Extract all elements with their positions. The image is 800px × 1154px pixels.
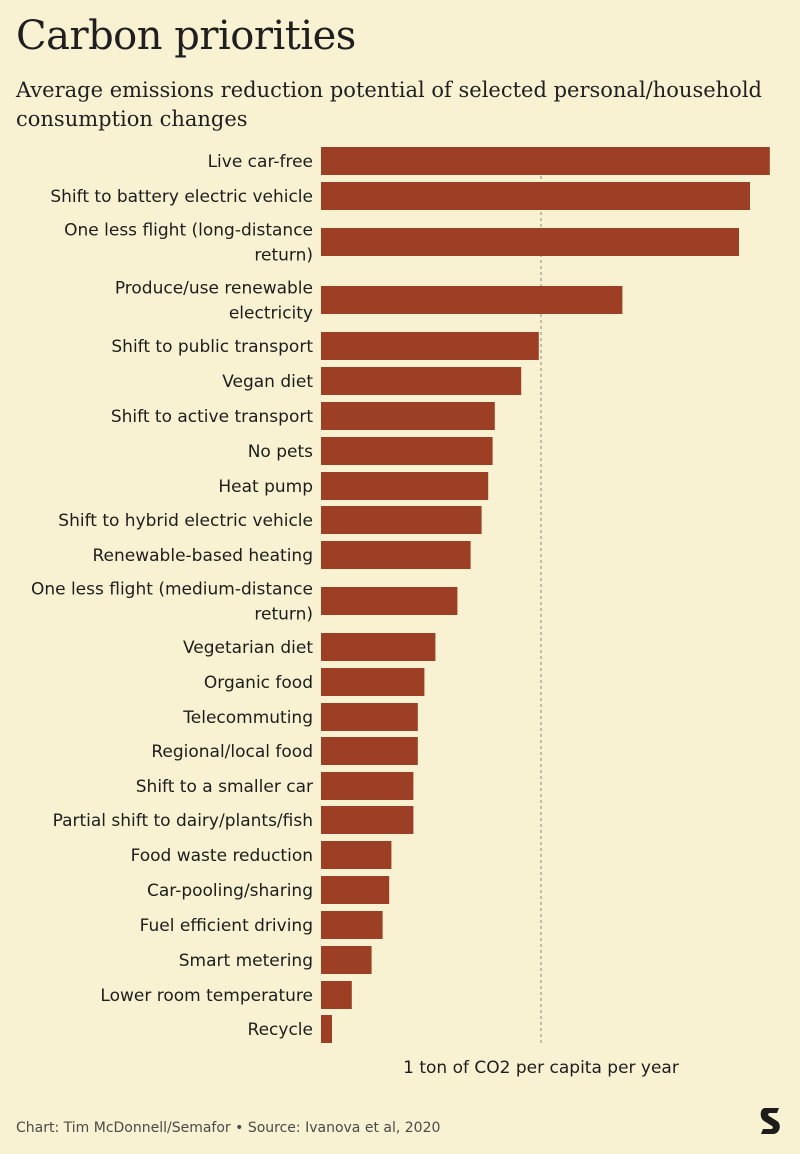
bar-label: Renewable-based heating [93, 546, 314, 566]
bar-label: Vegetarian diet [183, 638, 313, 658]
bar [321, 541, 471, 569]
bar-label: Car-pooling/sharing [147, 881, 313, 901]
chart-subtitle: Average emissions reduction potential of… [16, 78, 762, 131]
bar-label: Live car-free [208, 152, 313, 172]
bar-label: Smart metering [179, 951, 313, 971]
semafor-logo-icon [760, 1108, 780, 1134]
bar [321, 946, 372, 974]
bar [321, 587, 458, 615]
bar-label: Fuel efficient driving [140, 916, 313, 936]
bar-label: Organic food [204, 673, 313, 693]
bar [321, 182, 750, 210]
bar [321, 703, 418, 731]
bar-label: Shift to battery electric vehicle [50, 187, 313, 207]
bar-label: No pets [248, 442, 313, 462]
bar-label: Shift to hybrid electric vehicle [58, 511, 313, 531]
source-credit: Chart: Tim McDonnell/Semafor • Source: I… [16, 1120, 441, 1136]
bar-label: Lower room temperature [100, 986, 313, 1006]
bar [321, 402, 495, 430]
chart-title: Carbon priorities [16, 13, 356, 59]
bar [321, 332, 539, 360]
bar [321, 506, 482, 534]
bar-label: One less flight (long-distance return) [64, 221, 313, 266]
bar-label: Recycle [248, 1020, 313, 1040]
bar-label: Heat pump [218, 477, 313, 497]
bar-label: Shift to active transport [111, 407, 313, 427]
bar [321, 668, 425, 696]
bar-label: Telecommuting [182, 708, 313, 728]
bar-label: Food waste reduction [131, 846, 313, 866]
bar [321, 981, 352, 1009]
bar [321, 472, 489, 500]
bar-chart: 1 ton of CO2 per capita per year Live car… [31, 147, 770, 1078]
bar-label: Produce/use renewable electricity [115, 279, 313, 324]
bar [321, 1015, 332, 1043]
bar [321, 437, 493, 465]
bar-label: Regional/local food [151, 742, 313, 762]
bar [321, 228, 739, 256]
bar-label: Shift to public transport [111, 337, 313, 357]
bar-label: Partial shift to dairy/plants/fish [53, 811, 313, 831]
bar [321, 876, 390, 904]
bar-label: Vegan diet [222, 372, 313, 392]
bar [321, 911, 383, 939]
bar-label: One less flight (medium-distance return) [31, 580, 313, 625]
bar [321, 147, 770, 175]
bar [321, 633, 436, 661]
bar [321, 806, 414, 834]
bar [321, 737, 418, 765]
bar [321, 367, 522, 395]
bar [321, 286, 623, 314]
bar [321, 841, 392, 869]
bar [321, 772, 414, 800]
bar-label: Shift to a smaller car [136, 777, 313, 797]
reference-line-label: 1 ton of CO2 per capita per year [403, 1058, 679, 1078]
